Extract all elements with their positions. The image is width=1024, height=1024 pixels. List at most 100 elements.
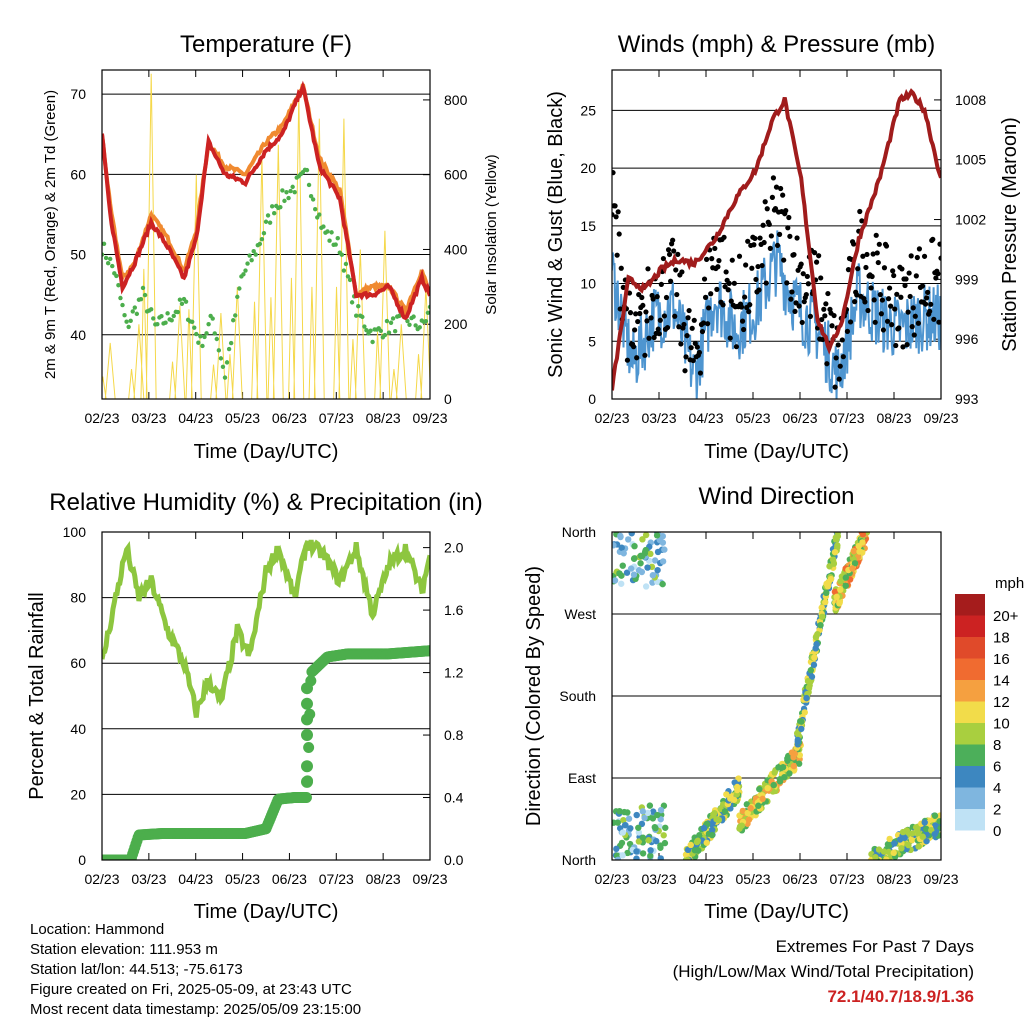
panel0-ylabel: 2m & 9m T (Red, Orange) & 2m Td (Green) (42, 90, 59, 379)
wind-direction-point (638, 553, 646, 560)
extremes-title: Extremes For Past 7 Days (775, 937, 974, 956)
wind-direction-point (875, 846, 883, 853)
gust-point (780, 192, 786, 198)
panel0-y2tick-label: 200 (444, 316, 468, 332)
gust-point (723, 269, 729, 275)
panel0-y2tick-label: 800 (444, 92, 468, 108)
dewpoint-point (192, 325, 197, 330)
wind-direction-point (633, 855, 640, 860)
wind-direction-point (790, 762, 798, 770)
gust-point (837, 363, 843, 369)
dewpoint-point (122, 313, 127, 318)
wind-direction-point (796, 751, 803, 759)
gust-point (908, 253, 914, 259)
panel2-xtick-label: 04/23 (178, 871, 213, 887)
wind-direction-point (654, 811, 661, 819)
panel1-xtick-label: 04/23 (688, 410, 723, 426)
dewpoint-point (249, 258, 254, 263)
dewpoint-point (212, 331, 217, 336)
dewpoint-point (124, 319, 129, 324)
gust-point (835, 342, 841, 348)
wind-direction-point (651, 557, 659, 564)
gust-point (763, 280, 769, 286)
gust-point (703, 256, 710, 262)
gust-point (747, 302, 753, 308)
dewpoint-point (126, 324, 131, 330)
wind-direction-point (759, 795, 766, 803)
wind-direction-point (908, 830, 916, 837)
wind-direction-point (890, 849, 897, 857)
wind-direction-point (756, 785, 763, 793)
dewpoint-point (190, 319, 195, 324)
gust-point (832, 384, 838, 390)
wind-direction-point (713, 816, 720, 823)
wind-direction-point (836, 600, 843, 607)
gust-point (715, 264, 721, 270)
speed-legend-label: 14 (993, 672, 1010, 689)
panel2-y2tick-label: 2.0 (444, 540, 464, 556)
gust-point (726, 280, 732, 286)
dewpoint-point (288, 188, 293, 194)
wind-direction-point (793, 730, 801, 737)
dewpoint-point (261, 231, 267, 236)
gust-point (664, 324, 671, 331)
panel3-ytick-label: West (564, 606, 596, 622)
panel2-ytick-label: 100 (63, 524, 87, 540)
wind-direction-point (624, 849, 631, 857)
speed-legend-swatch (955, 809, 985, 831)
dewpoint-point (110, 263, 115, 269)
wind-direction-point (734, 786, 741, 794)
gust-point (620, 284, 626, 290)
panel0-y2tick-label: 0 (444, 391, 452, 407)
gust-point (786, 214, 792, 221)
wind-direction-point (687, 841, 694, 849)
panel0-xtick-label: 07/23 (319, 410, 354, 426)
wind-direction-point (618, 544, 625, 551)
wind-direction-point (801, 709, 808, 716)
gust-point (859, 218, 865, 224)
panel1-xtick-label: 08/23 (876, 410, 911, 426)
wind-direction-point (630, 571, 638, 578)
wind-direction-point (646, 802, 654, 809)
dewpoint-point (253, 252, 258, 257)
dewpoint-point (382, 332, 388, 338)
wind-direction-point (872, 853, 879, 860)
precipitation-point (301, 775, 313, 788)
gust-point (888, 303, 894, 309)
speed-legend-label: 18 (993, 629, 1010, 646)
dewpoint-point (165, 311, 170, 316)
panel2-xtick-label: 08/23 (366, 871, 401, 887)
wind-direction-point (612, 542, 617, 549)
dewpoint-point (183, 299, 189, 304)
wind-direction-point (747, 805, 754, 812)
gust-point (898, 294, 904, 300)
gust-point (689, 325, 695, 331)
wind-direction-point (784, 755, 791, 762)
gust-point (792, 308, 798, 315)
dewpoint-point (216, 348, 222, 353)
wind-direction-point (730, 796, 738, 803)
gust-point (727, 335, 733, 341)
gust-point (761, 239, 767, 246)
dewpoint-point (257, 241, 263, 247)
dewpoint-point (132, 305, 137, 310)
gust-point (683, 354, 689, 360)
speed-legend-swatch (955, 637, 985, 659)
wind-direction-point (851, 560, 859, 567)
wind-direction-point (743, 801, 751, 808)
relative-humidity-line (102, 539, 430, 718)
gust-point (615, 209, 621, 215)
panel2-ylabel: Percent & Total Rainfall (26, 592, 48, 800)
panel0-xtick-label: 09/23 (412, 410, 447, 426)
gust-point (731, 280, 737, 286)
panel3-ytick-label: South (559, 688, 596, 704)
panel3-xtick-label: 04/23 (688, 871, 723, 887)
gust-point (904, 342, 910, 348)
wind-direction-point (614, 819, 621, 826)
dewpoint-point (224, 360, 230, 365)
dewpoint-point (159, 314, 164, 319)
gust-point (798, 261, 804, 267)
gust-point (766, 221, 772, 228)
sonic-wind-line (612, 230, 941, 399)
gust-point (700, 320, 707, 326)
